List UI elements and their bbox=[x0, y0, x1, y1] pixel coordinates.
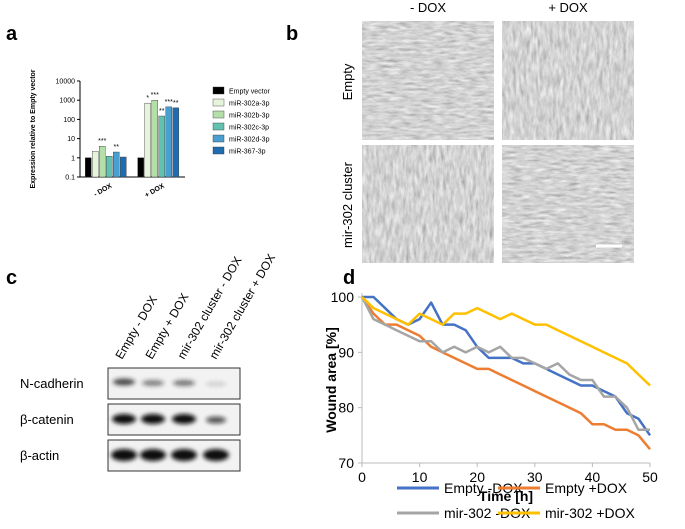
legend-swatch bbox=[212, 134, 225, 143]
panel-label: b bbox=[286, 23, 298, 45]
legend-label: miR-367-3p bbox=[229, 149, 266, 156]
legend-label: Empty +DOX bbox=[545, 480, 628, 496]
legend-swatch bbox=[212, 110, 225, 119]
y-tick-label: 80 bbox=[338, 400, 354, 416]
bar bbox=[106, 156, 113, 178]
protein-label: β-catenin bbox=[20, 412, 74, 427]
blot-band bbox=[171, 449, 197, 461]
bar bbox=[172, 107, 179, 178]
x-axis-label: Time [h] bbox=[479, 488, 533, 504]
y-tick-label: 1000 bbox=[59, 98, 75, 105]
x-tick-label: 40 bbox=[585, 469, 601, 485]
y-tick-label: 70 bbox=[338, 455, 354, 471]
significance: ** bbox=[159, 108, 165, 115]
bar bbox=[165, 106, 172, 178]
bar bbox=[99, 146, 106, 178]
legend-swatch bbox=[212, 146, 225, 155]
row-label: Empty bbox=[340, 63, 355, 100]
x-tick-label: 30 bbox=[527, 469, 543, 485]
legend-swatch bbox=[212, 86, 225, 95]
significance: *** bbox=[98, 138, 106, 145]
legend-swatch bbox=[212, 98, 225, 107]
bar bbox=[137, 157, 144, 178]
blot-band bbox=[140, 449, 166, 461]
bar bbox=[151, 99, 158, 178]
blot-band bbox=[113, 378, 135, 386]
legend-label: mir-302 +DOX bbox=[545, 505, 636, 521]
y-tick-label: 10 bbox=[67, 136, 75, 143]
x-tick-label: 10 bbox=[412, 469, 428, 485]
significance: *** bbox=[165, 99, 173, 106]
y-tick-label: 10000 bbox=[56, 79, 76, 86]
blot-band bbox=[172, 414, 196, 424]
bar bbox=[92, 151, 99, 178]
line bbox=[361, 296, 651, 387]
legend-label: miR-302d-3p bbox=[229, 137, 270, 144]
panel-label: a bbox=[6, 23, 18, 45]
legend-label: mir-302 -DOX bbox=[444, 505, 531, 521]
bar bbox=[113, 151, 120, 178]
panel-label: d bbox=[343, 267, 355, 289]
y-axis-label: Expression relative to Empty vector bbox=[30, 69, 37, 188]
x-tick-label: + DOX bbox=[144, 183, 166, 200]
significance: ** bbox=[173, 100, 179, 107]
blot-band bbox=[206, 416, 226, 424]
line bbox=[360, 296, 651, 450]
western-blot: Empty - DOX Empty + DOX mir-302 cluster … bbox=[20, 251, 278, 472]
x-tick-label: 20 bbox=[469, 469, 485, 485]
panel-label: c bbox=[6, 267, 17, 289]
legend-label: miR-302b-3p bbox=[229, 113, 270, 120]
blot-band bbox=[111, 449, 137, 461]
legend-swatch bbox=[212, 122, 225, 131]
column-label: + DOX bbox=[548, 0, 588, 15]
x-tick-label: - DOX bbox=[93, 183, 114, 199]
y-tick-label: 90 bbox=[338, 344, 354, 360]
significance: *** bbox=[151, 92, 159, 99]
blot-band bbox=[142, 380, 164, 386]
blot-band bbox=[112, 414, 136, 424]
micrograph bbox=[502, 21, 634, 140]
line bbox=[360, 296, 650, 432]
row-label: mir-302 cluster bbox=[340, 161, 355, 248]
significance: * bbox=[146, 95, 149, 102]
legend-label: miR-302a-3p bbox=[229, 101, 270, 108]
micrograph-panel: - DOX + DOX Empty mir-302 cluster bbox=[340, 0, 634, 263]
y-tick-label: 1 bbox=[71, 155, 75, 162]
legend-label: Empty -DOX bbox=[444, 480, 523, 496]
significance: ** bbox=[114, 144, 120, 151]
y-tick-label: 100 bbox=[63, 117, 75, 124]
y-axis-label: Wound area [%] bbox=[323, 327, 339, 433]
bar bbox=[158, 115, 165, 178]
bar bbox=[85, 157, 92, 178]
legend-label: Empty vector bbox=[229, 89, 271, 96]
y-tick-label: 0.1 bbox=[65, 175, 75, 182]
blot-band bbox=[203, 449, 229, 461]
x-tick-label: 0 bbox=[358, 469, 366, 485]
blot-band bbox=[141, 414, 165, 424]
bar bbox=[144, 102, 151, 178]
x-tick-label: 50 bbox=[642, 469, 658, 485]
protein-label: N-cadherin bbox=[20, 376, 84, 391]
legend-label: miR-302c-3p bbox=[229, 125, 269, 132]
protein-label: β-actin bbox=[20, 448, 59, 463]
blot-band bbox=[173, 380, 195, 386]
blot-band bbox=[206, 382, 226, 386]
column-label: - DOX bbox=[410, 0, 446, 15]
micrograph bbox=[362, 21, 494, 140]
micrograph bbox=[362, 145, 494, 263]
y-tick-label: 100 bbox=[331, 289, 355, 305]
bar bbox=[120, 156, 127, 178]
micrograph bbox=[502, 145, 634, 263]
